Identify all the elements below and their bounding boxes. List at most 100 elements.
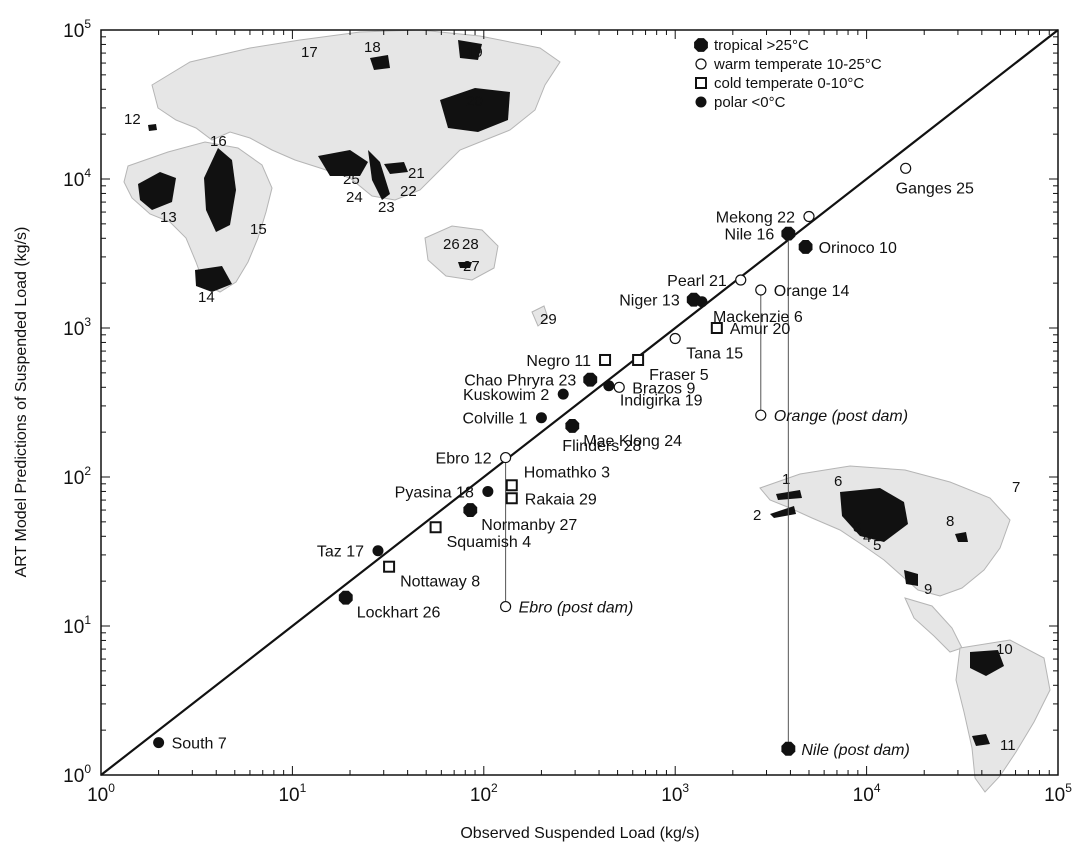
data-point-label: Ebro (post dam) [519, 600, 634, 617]
data-point [803, 210, 815, 223]
basin-22 [368, 150, 390, 200]
map-number: 6 [834, 473, 842, 490]
basin-16 [204, 148, 236, 232]
data-point-label: Orange (post dam) [774, 408, 908, 425]
map-number: 29 [540, 311, 557, 328]
data-point [735, 274, 747, 286]
data-point [583, 372, 598, 387]
map-number: 3 [853, 519, 861, 536]
data-point [463, 503, 478, 517]
map-number: 7 [1012, 479, 1020, 496]
data-point-label: Nile (post dam) [801, 742, 909, 759]
data-point [781, 226, 796, 241]
basin-11 [972, 734, 990, 746]
data-point-label: Flinders 28 [562, 438, 641, 455]
data-point-label: Niger 13 [619, 293, 680, 310]
data-point [599, 353, 612, 366]
data-point [755, 409, 767, 421]
basin-21 [384, 162, 408, 174]
data-points [153, 162, 912, 756]
map-number: 22 [400, 183, 417, 200]
map-number: 15 [250, 221, 267, 238]
data-point-label: Negro 11 [526, 353, 591, 370]
map-number: 28 [462, 236, 479, 253]
legend-marker-tropical [694, 38, 708, 52]
basin-13 [138, 172, 176, 210]
basin-10 [970, 650, 1004, 676]
data-point-label: Mackenzie 6 [713, 309, 803, 326]
data-point-label: Lockhart 26 [357, 605, 441, 622]
data-point [153, 737, 165, 749]
basin-1 [776, 490, 802, 500]
x-tick-label: 104 [853, 781, 881, 806]
map-number: 12 [124, 111, 141, 128]
data-point [500, 600, 512, 613]
y-tick-label: 102 [63, 464, 91, 489]
legend-marker-warm [695, 58, 707, 70]
basin-6 [840, 488, 908, 542]
plot-frame [100, 29, 1059, 776]
y-tick-label: 101 [63, 613, 91, 638]
data-point [372, 545, 384, 557]
x-tick-label: 103 [661, 781, 689, 806]
basin-14 [195, 266, 232, 292]
data-point [669, 332, 681, 345]
x-tick-label: 101 [278, 781, 306, 806]
basin-8 [955, 532, 968, 542]
x-tick-label: 100 [87, 781, 115, 806]
legend-marker-polar [695, 96, 707, 108]
data-point [535, 412, 547, 424]
basin-12 [148, 124, 157, 131]
one-to-one-line [100, 29, 1059, 776]
data-point [500, 451, 512, 464]
legend-label-cold: cold temperate 0-10°C [714, 75, 864, 92]
data-point-label: Brazos 9 [632, 380, 695, 397]
data-point [505, 479, 518, 492]
data-point-label: Mae Klong 24 [583, 433, 682, 450]
data-point [710, 322, 723, 334]
data-point-label: Amur 20 [730, 321, 791, 338]
map-number: 18 [364, 39, 381, 56]
data-point-label: Ebro 12 [436, 451, 492, 468]
data-point-label: Chao Phryra 23 [464, 373, 576, 390]
data-point-label: Nottaway 8 [400, 574, 480, 591]
legend-label-tropical: tropical >25°C [714, 37, 809, 54]
data-point-label: Squamish 4 [447, 534, 532, 551]
x-tick-label: 105 [1044, 781, 1072, 806]
data-point [505, 492, 518, 505]
data-point [383, 560, 396, 573]
data-point [482, 485, 494, 497]
new-zealand-landmass [531, 305, 549, 327]
map-number: 16 [210, 133, 227, 150]
y-tick-label: 104 [63, 166, 91, 191]
data-point-label: South 7 [172, 736, 227, 753]
data-point-label: Mekong 22 [716, 210, 795, 227]
data-point-label: Pyasina 18 [395, 484, 474, 501]
data-point [632, 353, 645, 366]
americas-map-inset: 1 2 6 3 4 5 7 8 9 10 11 [753, 465, 1051, 793]
dam-links [505, 233, 789, 749]
axis-ticks [100, 30, 1058, 776]
legend-label-polar: polar <0°C [714, 94, 786, 111]
data-point-label: Kuskowim 2 [463, 387, 549, 404]
map-number: 9 [924, 581, 932, 598]
legend-marker-cold [695, 77, 707, 89]
map-number: 10 [996, 641, 1013, 658]
map-number: 14 [198, 289, 215, 306]
data-point-label: Colville 1 [462, 411, 527, 428]
data-point-label: Fraser 5 [649, 367, 709, 384]
data-point-label: Orinoco 10 [819, 240, 897, 257]
data-point [755, 284, 767, 296]
x-tick-label: 102 [470, 781, 498, 806]
y-tick-label: 105 [63, 17, 91, 42]
legend-label-warm: warm temperate 10-25°C [713, 56, 882, 73]
map-number: 20 [466, 93, 483, 110]
y-axis-title: ART Model Predictions of Suspended Load … [13, 227, 30, 578]
map-number: 4 [863, 529, 871, 546]
eurasia-africa-map-inset: 17 18 19 20 12 16 21 25 22 24 23 13 15 2… [123, 29, 561, 328]
data-point-label: Pearl 21 [667, 273, 727, 290]
data-point [696, 296, 708, 308]
